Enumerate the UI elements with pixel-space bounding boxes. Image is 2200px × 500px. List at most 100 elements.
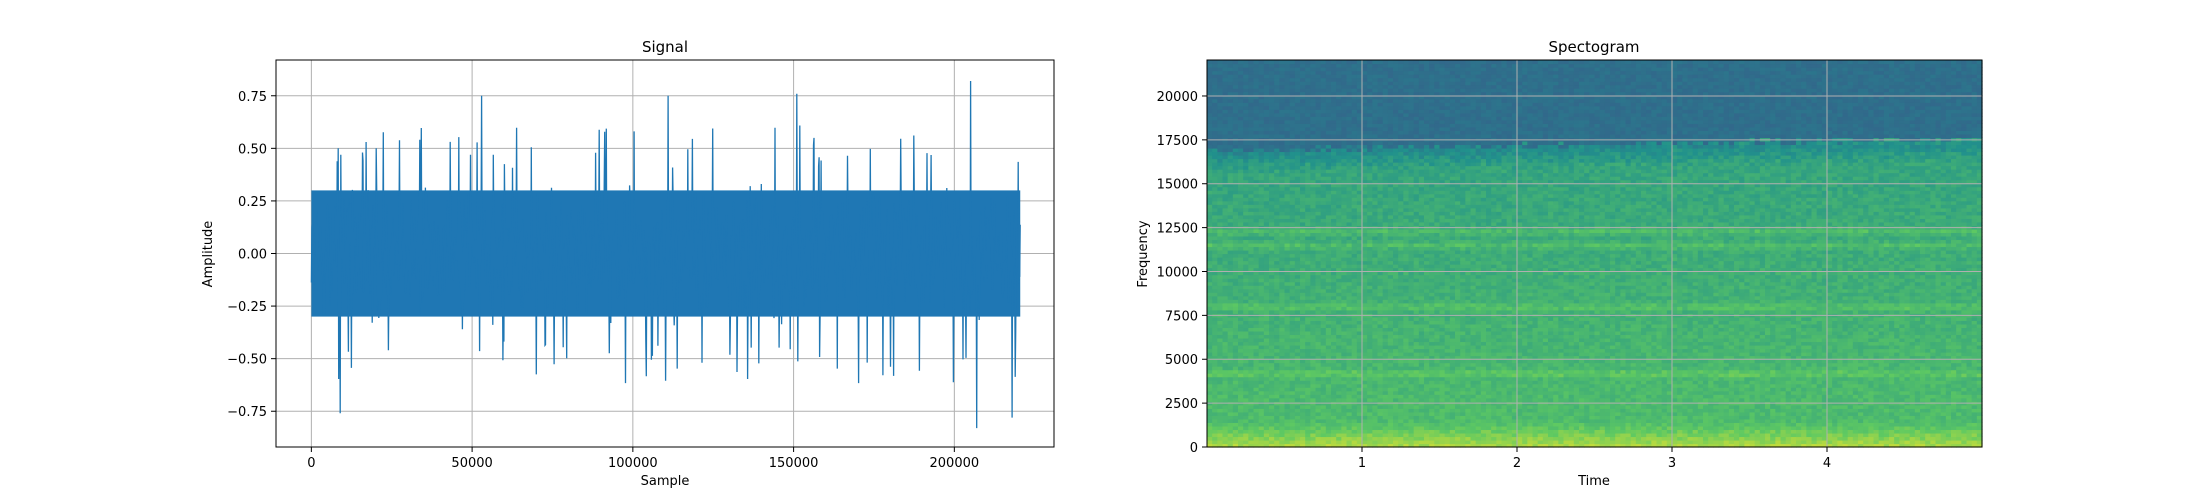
spectrogram-cell bbox=[1444, 439, 1451, 445]
spectrogram-cell bbox=[1263, 422, 1270, 427]
spectrogram-cell bbox=[1300, 369, 1306, 374]
spectrogram-cell bbox=[1439, 397, 1446, 402]
spectrogram-cell bbox=[1873, 380, 1880, 385]
spectrogram-cell bbox=[1615, 352, 1621, 357]
spectrogram-cell bbox=[1289, 383, 1296, 388]
spectrogram-cell bbox=[1346, 432, 1353, 438]
spectrogram-cell bbox=[1325, 422, 1332, 427]
spectrogram-cell bbox=[1367, 369, 1373, 374]
spectrogram-cell bbox=[1811, 439, 1818, 445]
spectrogram-cell bbox=[1449, 366, 1456, 371]
spectrogram-cell bbox=[1604, 334, 1611, 339]
spectrogram-cell bbox=[1971, 341, 1978, 346]
spectrogram-cell bbox=[1568, 411, 1575, 416]
spectrogram-cell bbox=[1341, 390, 1348, 395]
spectrogram-cell bbox=[1821, 394, 1828, 399]
spectrogram-cell bbox=[1207, 394, 1213, 399]
spectrogram-cell bbox=[1320, 362, 1327, 367]
spectrogram-cell bbox=[1475, 373, 1482, 378]
spectrogram-cell bbox=[1238, 380, 1244, 385]
spectrogram-cell bbox=[1765, 352, 1771, 357]
spectrogram-cell bbox=[1971, 425, 1978, 431]
spectrogram-cell bbox=[1506, 334, 1513, 339]
spectrogram-cell bbox=[1889, 337, 1895, 343]
spectrogram-cell bbox=[1821, 429, 1828, 434]
spectrogram-cell bbox=[1785, 390, 1792, 395]
spectrogram-cell bbox=[1661, 373, 1668, 378]
spectrogram-cell bbox=[1372, 348, 1379, 353]
spectrogram-cell bbox=[1584, 432, 1590, 438]
spectrogram-cell bbox=[1506, 341, 1513, 346]
spectrogram-cell bbox=[1868, 376, 1875, 381]
spectrogram-cell bbox=[1672, 337, 1678, 343]
spectrogram-cell bbox=[1589, 415, 1596, 420]
spectrogram-cell bbox=[1827, 380, 1833, 385]
spectrogram-cell bbox=[1620, 429, 1627, 434]
spectrogram-cell bbox=[1672, 439, 1678, 445]
spectrogram-cell bbox=[1393, 394, 1399, 399]
spectrogram-cell bbox=[1935, 376, 1942, 381]
spectrogram-cell bbox=[1532, 439, 1539, 445]
spectrogram-cell bbox=[1878, 432, 1885, 438]
spectrogram-cell bbox=[1889, 439, 1895, 445]
spectrogram-cell bbox=[1449, 352, 1456, 357]
spectrogram-cell bbox=[1294, 404, 1301, 409]
spectrogram-cell bbox=[1687, 348, 1694, 353]
spectrogram-cell bbox=[1253, 436, 1260, 441]
spectrogram-cell bbox=[1279, 348, 1286, 353]
spectrogram-cell bbox=[1610, 390, 1616, 395]
spectrogram-cell bbox=[1336, 439, 1342, 445]
spectrogram-cell bbox=[1263, 411, 1270, 416]
spectrogram-cell bbox=[1506, 369, 1513, 374]
spectrogram-cell bbox=[1723, 436, 1730, 441]
spectrogram-cell bbox=[1976, 429, 1983, 434]
spectrogram-cell bbox=[1227, 380, 1234, 385]
spectrogram-cell bbox=[1930, 352, 1937, 357]
spectrogram-cell bbox=[1666, 366, 1673, 371]
spectrogram-cell bbox=[1548, 337, 1554, 343]
spectrogram-cell bbox=[1672, 394, 1678, 399]
spectrogram-cell bbox=[1889, 411, 1895, 416]
spectrogram-cell bbox=[1300, 432, 1306, 438]
spectrogram-cell bbox=[1749, 352, 1756, 357]
spectrogram-cell bbox=[1429, 408, 1435, 413]
spectrogram-cell bbox=[1310, 397, 1317, 402]
spectrogram-cell bbox=[1320, 397, 1327, 402]
spectrogram-cell bbox=[1889, 344, 1895, 350]
spectrogram-cell bbox=[1589, 330, 1596, 336]
spectrogram-cell bbox=[1909, 380, 1916, 385]
spectrogram-cell bbox=[1408, 408, 1415, 413]
spectrogram-cell bbox=[1274, 432, 1280, 438]
spectrogram-cell bbox=[1656, 380, 1663, 385]
spectrogram-cell bbox=[1842, 422, 1849, 427]
spectrogram-cell bbox=[1863, 373, 1869, 378]
spectrogram-cell bbox=[1682, 387, 1689, 392]
spectrogram-cell bbox=[1331, 408, 1337, 413]
spectrogram-cell bbox=[1646, 425, 1652, 431]
spectrogram-cell bbox=[1212, 394, 1218, 399]
spectrogram-cell bbox=[1765, 380, 1771, 385]
spectrogram-cell bbox=[1661, 411, 1668, 416]
spectrogram-cell bbox=[1429, 436, 1435, 441]
spectrogram-cell bbox=[1635, 334, 1642, 339]
spectrogram-cell bbox=[1920, 352, 1926, 357]
spectrogram-cell bbox=[1821, 432, 1828, 438]
spectrogram-cell bbox=[1744, 355, 1751, 360]
spectrogram-cell bbox=[1842, 337, 1849, 343]
spectrogram-cell bbox=[1455, 380, 1461, 385]
spectrogram-cell bbox=[1289, 390, 1296, 395]
spectrogram-cell bbox=[1594, 415, 1601, 420]
spectrogram-cell bbox=[1723, 355, 1730, 360]
spectrogram-cell bbox=[1610, 429, 1616, 434]
spectrogram-cell bbox=[1563, 348, 1570, 353]
spectrogram-cell bbox=[1914, 337, 1921, 343]
spectrogram-cell bbox=[1413, 373, 1420, 378]
spectrogram-cell bbox=[1765, 366, 1771, 371]
spectrogram-cell bbox=[1713, 425, 1720, 431]
spectrogram-cell bbox=[1408, 369, 1415, 374]
spectrogram-cell bbox=[1238, 352, 1244, 357]
spectrogram-cell bbox=[1610, 362, 1616, 367]
spectrogram-cell bbox=[1429, 337, 1435, 343]
spectrogram-cell bbox=[1377, 369, 1384, 374]
